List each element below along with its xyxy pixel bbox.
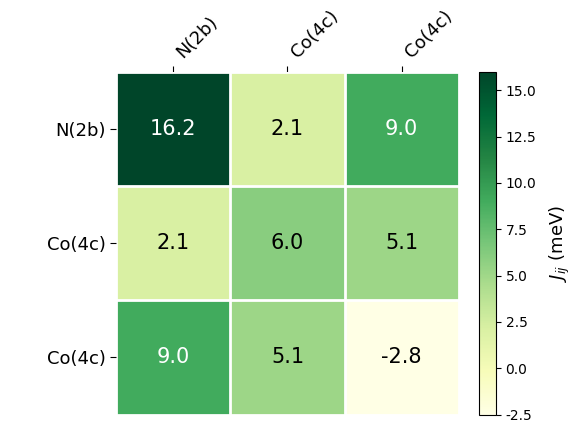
Y-axis label: $J_{ij}$ (meV): $J_{ij}$ (meV) <box>548 205 571 282</box>
Text: 9.0: 9.0 <box>157 347 190 367</box>
Text: 16.2: 16.2 <box>150 119 197 139</box>
Text: 2.1: 2.1 <box>271 119 304 139</box>
Text: 6.0: 6.0 <box>271 233 304 253</box>
Text: 5.1: 5.1 <box>271 347 304 367</box>
Text: 2.1: 2.1 <box>157 233 190 253</box>
Text: 5.1: 5.1 <box>385 233 418 253</box>
Text: -2.8: -2.8 <box>382 347 422 367</box>
Text: 9.0: 9.0 <box>385 119 418 139</box>
